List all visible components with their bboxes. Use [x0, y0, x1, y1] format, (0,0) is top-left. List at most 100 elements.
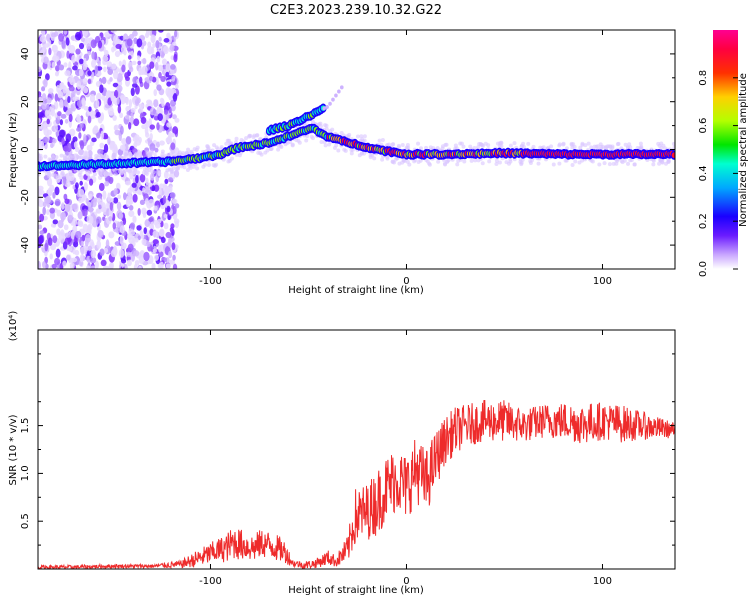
- ridge-halo: [368, 153, 373, 158]
- noise-speckle: [118, 249, 125, 258]
- ridge-halo: [105, 172, 110, 177]
- noise-speckle: [101, 95, 106, 101]
- noise-speckle: [132, 83, 138, 88]
- noise-speckle: [56, 209, 62, 217]
- snr-plot-area: [38, 399, 675, 569]
- noise-speckle: [83, 57, 87, 67]
- ridge-halo: [117, 169, 122, 174]
- noise-speckle: [120, 94, 126, 102]
- noise-speckle: [150, 221, 154, 230]
- noise-speckle: [53, 55, 60, 62]
- noise-speckle: [120, 125, 124, 135]
- noise-speckle: [152, 43, 156, 49]
- noise-speckle: [172, 263, 178, 269]
- noise-speckle: [111, 63, 117, 70]
- ridge-core: [671, 152, 675, 159]
- colorbar-tick-label: 0.6: [698, 118, 709, 134]
- noise-speckle: [54, 257, 61, 266]
- noise-speckle: [146, 209, 153, 216]
- ridge-halo: [50, 153, 55, 158]
- noise-speckle: [82, 86, 89, 94]
- colorbar-ticks: 0.0 0.2 0.4 0.6 0.8: [698, 70, 738, 277]
- ridge-halo: [606, 144, 611, 149]
- noise-speckle: [171, 242, 176, 251]
- noise-speckle: [108, 263, 113, 269]
- ridge-halo: [360, 137, 365, 142]
- noise-speckle: [100, 259, 107, 267]
- ridge-halo: [268, 146, 273, 151]
- noise-speckle: [99, 142, 105, 149]
- noise-speckle: [57, 219, 64, 229]
- noise-speckle: [141, 238, 147, 246]
- noise-speckle: [148, 217, 154, 222]
- noise-speckle: [113, 197, 119, 204]
- noise-speckle: [134, 85, 140, 95]
- noise-speckle: [77, 211, 83, 220]
- noise-speckle: [64, 203, 71, 213]
- noise-speckle: [90, 249, 97, 259]
- noise-speckle: [137, 207, 141, 216]
- noise-speckle: [146, 45, 154, 55]
- noise-speckle: [85, 198, 89, 204]
- noise-speckle: [160, 50, 165, 59]
- y-tick-label: 0.5: [20, 513, 31, 529]
- ridge-halo: [43, 154, 48, 159]
- noise-speckle: [63, 30, 68, 35]
- ridge-halo: [390, 159, 395, 164]
- ridge-halo: [385, 155, 390, 160]
- ridge-halo: [97, 153, 102, 158]
- ridge-halo: [586, 141, 591, 146]
- noise-speckle: [75, 48, 81, 55]
- noise-speckle: [95, 99, 100, 109]
- ridge-halo: [507, 161, 512, 166]
- snr-x-ticks: -100 0 100: [199, 330, 612, 587]
- ridge-halo: [570, 163, 575, 168]
- x-tick-label: -100: [199, 276, 222, 287]
- noise-speckle: [102, 55, 109, 62]
- noise-speckle: [149, 124, 156, 130]
- ridge-halo: [508, 143, 513, 148]
- noise-speckle: [91, 137, 97, 143]
- ridge-halo: [133, 167, 138, 172]
- noise-speckle: [78, 189, 85, 198]
- noise-speckle: [46, 209, 50, 215]
- noise-speckle: [83, 182, 88, 191]
- ridge-halo: [444, 142, 449, 147]
- noise-speckle: [41, 86, 46, 92]
- ridge-halo: [101, 154, 106, 159]
- noise-speckle: [154, 61, 159, 71]
- ridge-halo: [187, 164, 192, 169]
- noise-speckle: [38, 234, 44, 244]
- noise-speckle: [45, 263, 49, 269]
- noise-speckle: [59, 82, 64, 90]
- noise-speckle: [133, 118, 140, 127]
- noise-speckle: [126, 251, 133, 257]
- noise-speckle: [166, 122, 172, 128]
- noise-speckle: [52, 235, 58, 244]
- noise-speckle: [88, 178, 94, 186]
- ridge-halo: [635, 145, 640, 150]
- noise-speckle: [54, 124, 58, 133]
- noise-speckle: [39, 230, 45, 235]
- ridge-halo: [610, 146, 615, 151]
- ridge-halo: [124, 168, 129, 173]
- noise-speckle: [83, 133, 87, 143]
- ridge-halo: [597, 162, 602, 167]
- ridge-halo: [54, 155, 59, 160]
- ridge-halo: [518, 157, 523, 162]
- noise-speckle: [171, 75, 176, 82]
- ridge-halo: [659, 141, 664, 146]
- ridge-halo: [92, 172, 97, 177]
- ridge-halo: [288, 140, 293, 145]
- noise-speckle: [39, 213, 45, 222]
- noise-speckle: [49, 207, 56, 214]
- noise-speckle: [167, 131, 172, 140]
- ridge-halo: [339, 130, 344, 135]
- noise-speckle: [100, 130, 104, 140]
- ridge-halo: [487, 159, 492, 164]
- noise-speckle: [117, 194, 122, 200]
- noise-speckle: [96, 216, 102, 224]
- colorbar: 0.0 0.2 0.4 0.6 0.8 Normalized spectral ampl…: [698, 30, 749, 277]
- noise-speckle: [55, 248, 61, 258]
- noise-speckle: [136, 55, 141, 61]
